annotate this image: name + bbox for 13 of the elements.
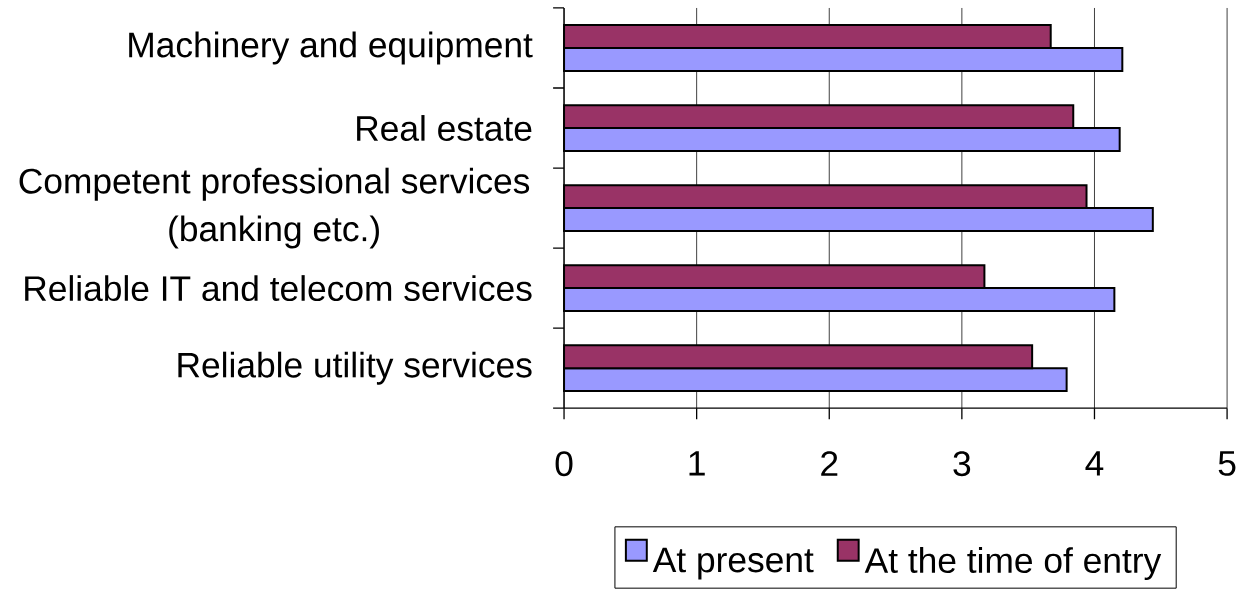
y-tick-label: Reliable utility services [178, 351, 532, 385]
x-tick-label: 2 [821, 451, 838, 476]
y-tick-label: Machinery and equipment [129, 31, 533, 65]
x-tick-label: 3 [953, 451, 971, 477]
x-tick-label: 1 [689, 451, 705, 476]
x-tick-label: 5 [1218, 451, 1236, 476]
x-tick-label: 4 [1085, 451, 1104, 476]
y-tick-label: Competent professional services (banking etc.) [19, 167, 530, 249]
legend-label: At present [652, 547, 814, 580]
y-tick-label: Real estate [357, 114, 532, 141]
legend-label: At the time of entry [864, 546, 1162, 580]
x-tick-label: 0 [555, 451, 573, 477]
y-tick-label: Reliable IT and telecom services [25, 274, 532, 301]
